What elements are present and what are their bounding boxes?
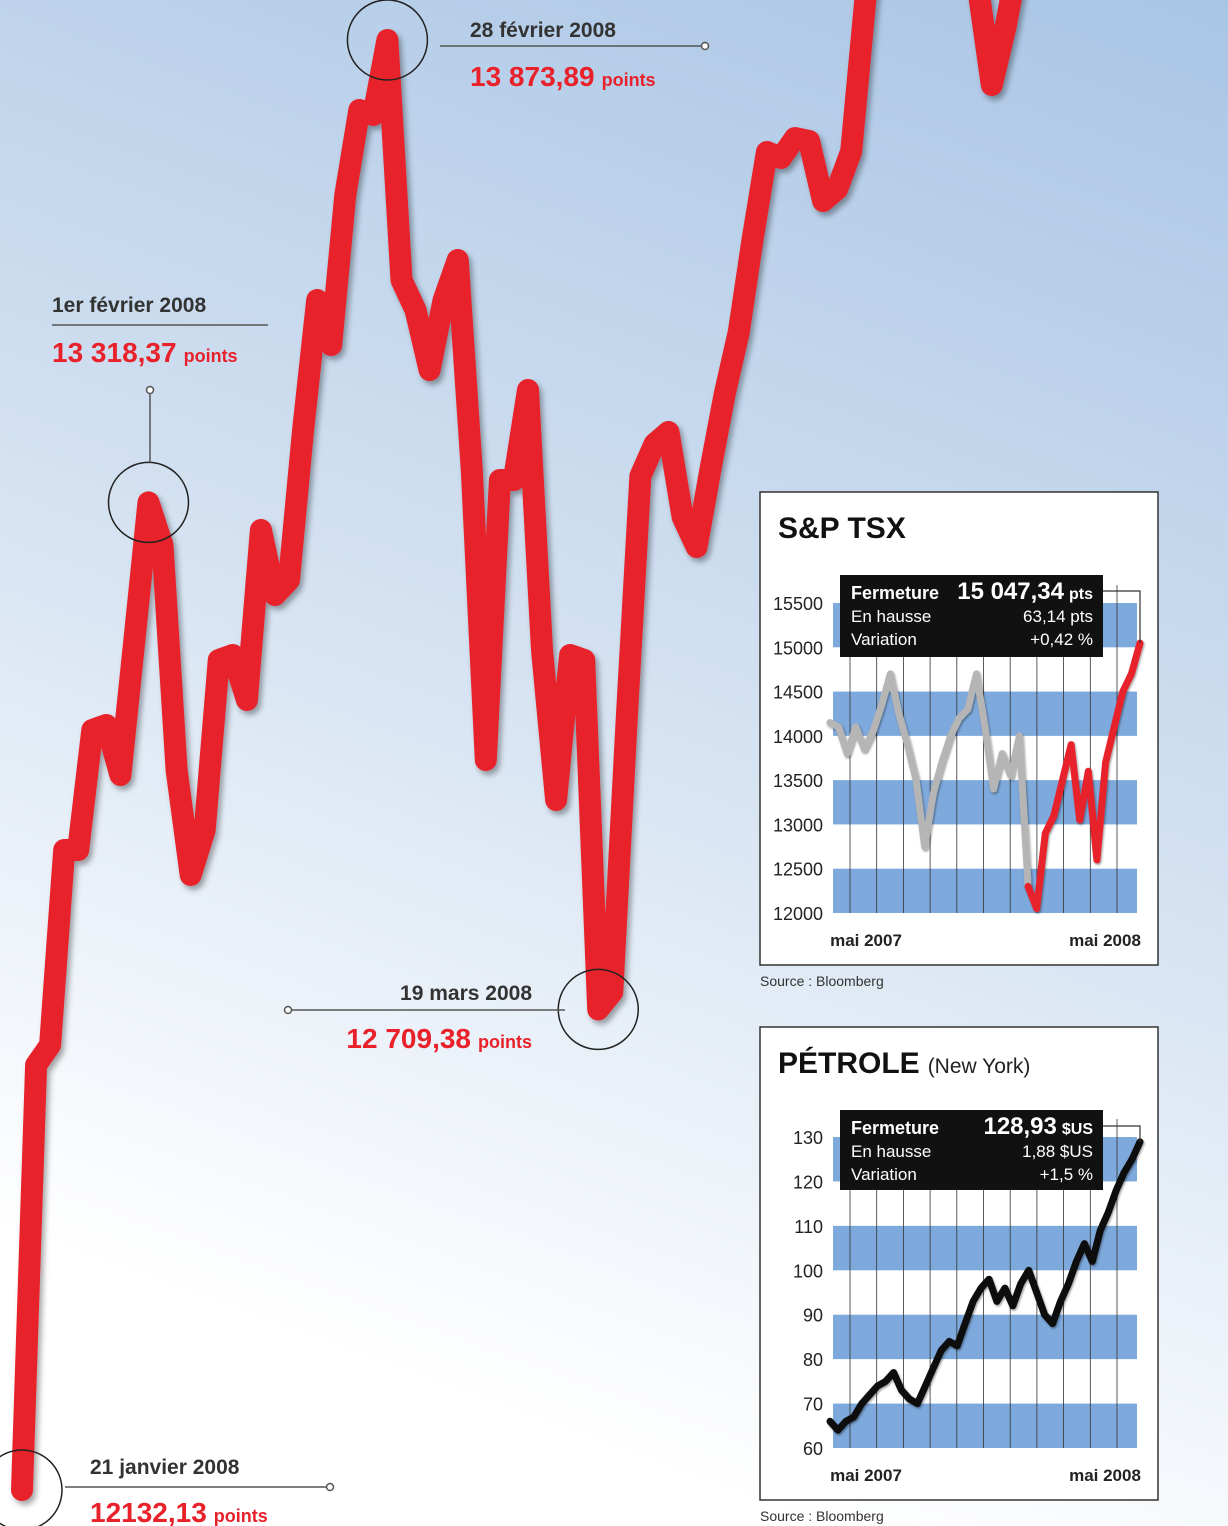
x-tick-label: mai 2007 <box>830 931 902 950</box>
x-tick-label: mai 2008 <box>1069 931 1141 950</box>
series-line <box>826 1138 1144 1434</box>
annotation-circle <box>0 1449 63 1526</box>
info-box <box>840 1110 1103 1190</box>
grid-band <box>833 1403 1137 1448</box>
source-note: Source : Bloomberg <box>760 973 884 989</box>
y-tick-label: 14500 <box>773 683 823 703</box>
info-row-value: 63,14 pts <box>1023 607 1093 626</box>
y-tick-label: 90 <box>803 1306 823 1326</box>
annotation-unit: points <box>214 1506 268 1526</box>
info-row-value: 1,88 $US <box>1022 1142 1093 1161</box>
y-tick-label: 12000 <box>773 904 823 924</box>
info-connector <box>1103 590 1141 644</box>
y-tick-label: 15000 <box>773 638 823 658</box>
annotation-value: 13 318,37 points <box>52 337 238 368</box>
info-box <box>840 575 1103 657</box>
annotation-unit: points <box>184 346 238 366</box>
tsx-main-line <box>11 0 1022 1501</box>
annotation-date: 19 mars 2008 <box>400 982 532 1005</box>
annotation-unit: points <box>478 1032 532 1052</box>
info-row-label: En hausse <box>851 607 931 626</box>
leader-dot <box>283 1005 293 1015</box>
y-tick-label: 14000 <box>773 727 823 747</box>
annotation-value: 12132,13 points <box>90 1497 268 1526</box>
info-close: 128,93 $US <box>983 1113 1093 1140</box>
info-row-value: +0,42 % <box>1030 630 1093 649</box>
info-row-label: Variation <box>851 630 917 649</box>
info-close-label: Fermeture <box>851 583 939 603</box>
y-tick-label: 12500 <box>773 860 823 880</box>
annotation-value-number: 12132,13 <box>90 1497 207 1526</box>
leader-dot <box>325 1482 335 1492</box>
info-row-label: En hausse <box>851 1142 931 1161</box>
source-note: Source : Bloomberg <box>760 1508 884 1524</box>
chart-title: S&P TSX <box>778 512 906 545</box>
info-close-value: 128,93 <box>983 1113 1056 1140</box>
info-row-value: +1,5 % <box>1040 1165 1093 1184</box>
annotation-date: 28 février 2008 <box>470 19 616 42</box>
annotation-unit: points <box>602 70 656 90</box>
y-tick-label: 110 <box>794 1217 823 1237</box>
series-line <box>1024 639 1144 913</box>
info-connector <box>1103 1125 1141 1142</box>
x-tick-label: mai 2007 <box>830 1466 902 1485</box>
y-tick-label: 13500 <box>773 771 823 791</box>
chart-subtitle: (New York) <box>928 1055 1031 1078</box>
annotation-circle <box>346 0 429 81</box>
y-tick-label: 13000 <box>773 815 823 835</box>
y-tick-label: 15500 <box>773 594 823 614</box>
y-tick-label: 60 <box>803 1439 823 1459</box>
leader-dot <box>700 41 710 51</box>
x-tick-label: mai 2008 <box>1069 1466 1141 1485</box>
grid-band <box>833 1314 1137 1360</box>
chart-title: PÉTROLE <box>778 1046 920 1080</box>
grid-band <box>833 868 1137 913</box>
annotation-value-number: 13 873,89 <box>470 61 595 92</box>
annotation-value-number: 12 709,38 <box>346 1023 471 1054</box>
info-close-unit: $US <box>1062 1121 1093 1138</box>
leader-dot <box>145 385 155 395</box>
y-tick-label: 130 <box>793 1128 823 1148</box>
info-close-label: Fermeture <box>851 1118 939 1138</box>
info-row-label: Variation <box>851 1165 917 1184</box>
annotation-value-number: 13 318,37 <box>52 337 177 368</box>
y-tick-label: 100 <box>793 1261 823 1281</box>
y-tick-label: 70 <box>803 1395 823 1415</box>
y-tick-label: 120 <box>793 1172 823 1192</box>
annotation-value: 12 709,38 points <box>346 1023 532 1054</box>
info-close: 15 047,34 pts <box>957 578 1093 605</box>
info-close-value: 15 047,34 <box>957 578 1064 605</box>
y-tick-label: 80 <box>803 1350 823 1370</box>
annotation-date: 1er février 2008 <box>52 294 206 317</box>
annotation-value: 13 873,89 points <box>470 61 656 92</box>
series-line <box>826 670 1032 890</box>
info-close-unit: pts <box>1069 586 1093 603</box>
annotation-date: 21 janvier 2008 <box>90 1456 240 1479</box>
annotation-circle <box>107 461 190 544</box>
